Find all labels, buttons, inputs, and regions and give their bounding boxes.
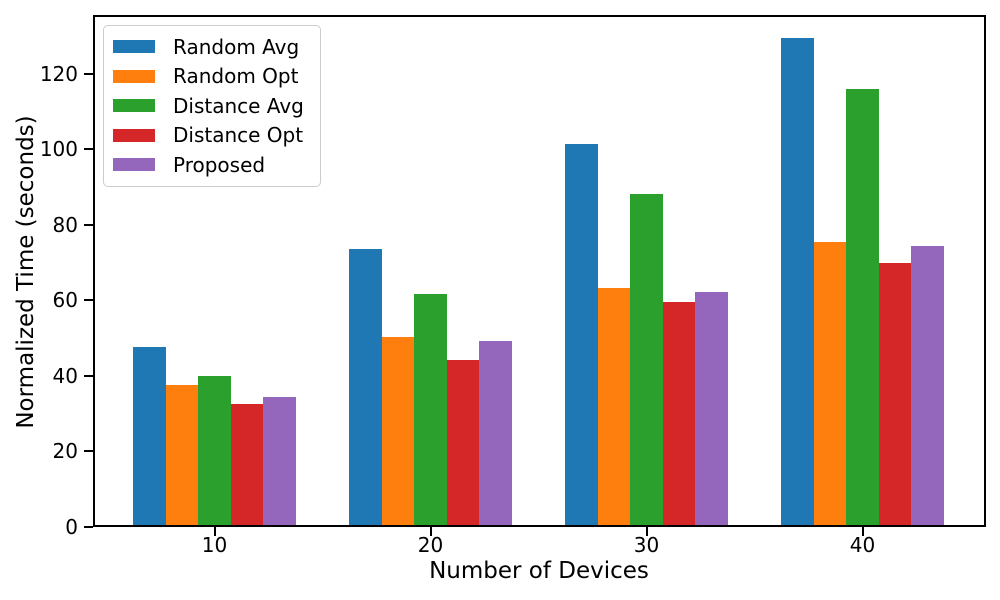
legend: Random Avg Random Opt Distance Avg Distance… (103, 25, 321, 187)
legend-swatch-icon (113, 99, 155, 113)
x-axis-label: Number of Devices (429, 558, 649, 584)
y-tick-label-60: 60 (52, 288, 78, 313)
y-tick-mark-120 (84, 72, 93, 75)
x-tick-label-40: 40 (849, 533, 876, 557)
legend-swatch-icon (113, 40, 155, 54)
legend-item-random-avg: Random Avg (113, 32, 304, 62)
bar-random-opt-x40 (813, 241, 847, 527)
x-tick-label-30: 30 (633, 533, 660, 557)
y-tick-label-80: 80 (52, 212, 78, 237)
bar-distance-opt-x10 (230, 403, 264, 527)
bar-distance-opt-x20 (446, 360, 480, 527)
bar-random-avg-x40 (781, 38, 814, 527)
bar-random-avg-x30 (565, 143, 598, 527)
y-tick-label-120: 120 (39, 61, 78, 86)
y-tick-mark-40 (84, 374, 93, 377)
legend-item-proposed: Proposed (113, 150, 304, 180)
bar-distance-avg-x40 (846, 89, 879, 527)
legend-item-distance-avg: Distance Avg (113, 91, 304, 121)
x-tick-mark-30 (645, 527, 648, 536)
bar-distance-avg-x20 (414, 293, 447, 527)
bar-random-avg-x20 (349, 248, 382, 527)
y-tick-label-20: 20 (52, 439, 78, 464)
y-tick-label-0: 0 (65, 515, 78, 539)
bar-distance-avg-x30 (630, 193, 663, 527)
legend-label: Proposed (173, 152, 266, 177)
bar-distance-opt-x40 (878, 263, 912, 527)
bar-random-avg-x10 (133, 346, 166, 527)
legend-swatch-icon (113, 69, 155, 83)
legend-item-distance-opt: Distance Opt (113, 121, 304, 151)
legend-label: Distance Opt (173, 123, 304, 148)
legend-label: Distance Avg (173, 93, 304, 118)
bar-random-opt-x30 (597, 287, 631, 527)
y-tick-label-40: 40 (52, 363, 78, 388)
legend-label: Random Opt (173, 64, 299, 89)
bar-proposed-x30 (695, 291, 728, 527)
legend-item-random-opt: Random Opt (113, 62, 304, 92)
y-tick-label-100: 100 (39, 137, 78, 162)
y-tick-mark-60 (84, 299, 93, 302)
y-tick-mark-100 (84, 148, 93, 151)
plot-area (93, 15, 986, 527)
bar-random-opt-x10 (165, 384, 199, 527)
y-tick-mark-80 (84, 223, 93, 226)
x-tick-mark-20 (429, 527, 432, 536)
legend-label: Random Avg (173, 34, 300, 59)
bar-distance-opt-x30 (662, 301, 696, 527)
legend-swatch-icon (113, 158, 155, 172)
x-tick-label-20: 20 (417, 533, 444, 557)
bar-random-opt-x20 (381, 337, 415, 527)
x-tick-label-10: 10 (201, 533, 228, 557)
x-tick-mark-10 (213, 527, 216, 536)
legend-swatch-icon (113, 128, 155, 142)
bar-proposed-x40 (911, 245, 944, 527)
y-tick-mark-20 (84, 450, 93, 453)
bar-proposed-x20 (479, 341, 512, 527)
bar-distance-avg-x10 (198, 375, 231, 527)
y-axis-label: Normalized Time (seconds) (13, 115, 39, 429)
y-tick-mark-0 (84, 526, 93, 528)
bar-proposed-x10 (263, 397, 296, 527)
axes-frame (93, 15, 986, 527)
x-tick-mark-40 (861, 527, 864, 536)
